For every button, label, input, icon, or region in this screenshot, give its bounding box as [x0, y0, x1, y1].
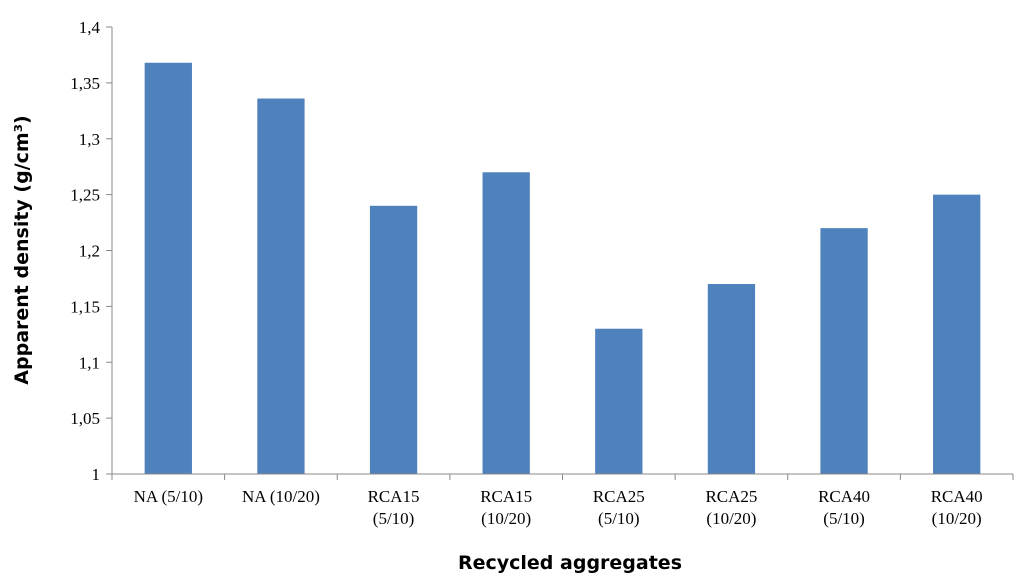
bar: [369, 205, 418, 475]
x-category-label: RCA25 (10/20): [705, 487, 757, 528]
bar: [482, 172, 530, 474]
y-tick-label: 1,15: [70, 297, 100, 316]
y-tick-label: 1,2: [79, 242, 100, 261]
x-category-label: NA (10/20): [242, 487, 320, 506]
x-category-label: NA (5/10): [134, 487, 203, 506]
x-axis-title: Recycled aggregates: [458, 552, 682, 574]
y-tick-label: 1,05: [70, 409, 100, 428]
x-category-label: RCA15 (5/10): [368, 487, 420, 528]
x-axis-category-labels: NA (5/10) NA (10/20) RCA15 (5/10) RCA15 (10/2…: [134, 487, 983, 528]
y-axis-title: Apparent density (g/cm³): [11, 115, 33, 384]
bar: [595, 328, 643, 474]
bars: [144, 62, 981, 475]
x-category-label: RCA40 (5/10): [818, 487, 870, 528]
bar: [144, 62, 192, 474]
y-tick-label: 1,4: [79, 18, 101, 37]
x-axis-ticks: [111, 474, 1014, 480]
y-tick-label: 1,25: [70, 186, 100, 205]
x-category-label: RCA25 (5/10): [593, 487, 645, 528]
y-tick-label: 1,1: [79, 353, 100, 372]
bar: [707, 284, 756, 474]
bar: [820, 228, 868, 474]
bar: [933, 194, 981, 474]
x-category-label: RCA40 (10/20): [931, 487, 983, 528]
y-tick-label: 1: [92, 465, 101, 484]
y-tick-label: 1,35: [70, 74, 100, 93]
y-tick-label: 1,3: [79, 130, 100, 149]
bar: [257, 98, 305, 475]
x-category-label: RCA15 (10/20): [480, 487, 532, 528]
y-axis-ticks: 1 1,05 1,1 1,15 1,2 1,25 1,3 1,35 1,4: [70, 18, 112, 484]
